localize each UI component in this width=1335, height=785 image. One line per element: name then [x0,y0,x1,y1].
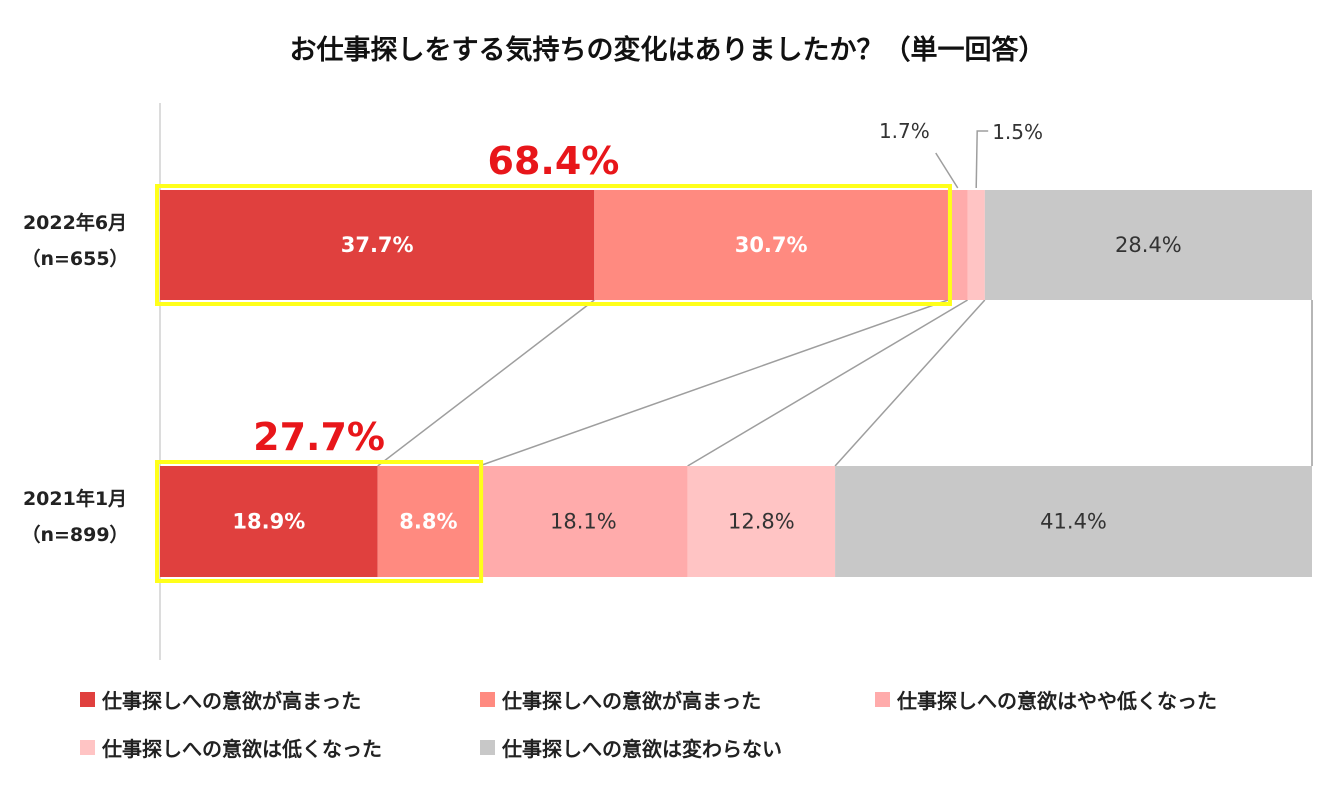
stacked-bar-chart: 37.7% 30.7% 28.4% 18.9% 8.8% 18.1% 12.8% 41.4% 1… [155,103,1313,660]
connector-line-4 [834,299,986,467]
legend-label-3: 仕事探しへの意欲は低くなった [102,736,382,761]
data-label-0-2: 1.7% [879,119,930,143]
category-label-2021-01: 2021年1月 （n=899） [0,481,150,553]
bar-segment-1-0 [160,466,378,577]
data-label-1-2: 18.1% [550,510,617,534]
connector-line-1 [377,299,595,467]
data-label-0-4: 28.4% [1115,233,1182,257]
category-label-2022-06-n: （n=655） [21,248,129,270]
bar-segment-0-2 [947,190,968,300]
legend-swatch-2 [875,691,890,707]
connector-line-3 [687,299,968,467]
legend-label-0: 仕事探しへの意欲が高まった [102,688,362,713]
data-label-0-0: 37.7% [341,233,414,257]
total-label-0: 68.4% [488,139,620,183]
bar-segment-0-4 [984,190,1312,300]
legend-swatch-1 [480,691,495,707]
bar-segment-1-4 [835,466,1312,577]
legend-label-1: 仕事探しへの意欲が高まった [502,688,762,713]
data-label-0-1: 30.7% [735,233,808,257]
category-label-2022-06: 2022年6月 （n=655） [0,205,150,277]
legend-item-0: 仕事探しへの意欲が高まった [80,685,361,713]
bar-segment-0-1 [594,190,948,300]
bar-segment-0-3 [967,190,985,300]
legend-label-2: 仕事探しへの意欲はやや低くなった [897,688,1217,713]
legend-swatch-3 [80,739,95,755]
data-label-1-3: 12.8% [728,510,795,534]
legend-swatch-4 [480,739,495,755]
category-label-2021-01-date: 2021年1月 [22,488,128,510]
data-label-1-1: 8.8% [399,510,457,534]
bar-segment-1-3 [687,466,836,577]
bar-segment-1-1 [377,466,480,577]
highlight-box-0 [155,184,952,306]
bar-segment-0-0 [160,190,595,300]
legend-item-1: 仕事探しへの意欲が高まった [480,685,761,713]
chart-title: お仕事探しをする気持ちの変化はありましたか？（単一回答） [289,35,1046,66]
callout-leader-1 [935,152,959,189]
total-label-1: 27.7% [253,415,385,459]
legend-swatch-0 [80,691,95,707]
data-label-0-3: 1.5% [992,120,1043,144]
legend-label-4: 仕事探しへの意欲は変わらない [502,736,782,761]
connector-line-2 [478,299,949,467]
highlight-box-1 [155,460,484,583]
category-label-2021-01-n: （n=899） [21,524,129,546]
data-label-1-4: 41.4% [1040,510,1107,534]
callout-leader-2 [975,130,989,189]
legend-item-3: 仕事探しへの意欲は低くなった [80,733,382,761]
bar-segment-1-2 [479,466,688,577]
legend-item-4: 仕事探しへの意欲は変わらない [480,733,782,761]
category-label-2022-06-date: 2022年6月 [22,212,128,234]
data-label-1-0: 18.9% [232,510,305,534]
legend-item-2: 仕事探しへの意欲はやや低くなった [875,685,1217,713]
